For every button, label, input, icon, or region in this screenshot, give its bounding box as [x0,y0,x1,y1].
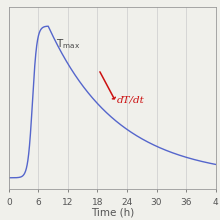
Text: T$_\mathregular{max}$: T$_\mathregular{max}$ [56,38,80,51]
Text: dT/dt: dT/dt [117,95,145,104]
X-axis label: Time (h): Time (h) [91,208,134,218]
